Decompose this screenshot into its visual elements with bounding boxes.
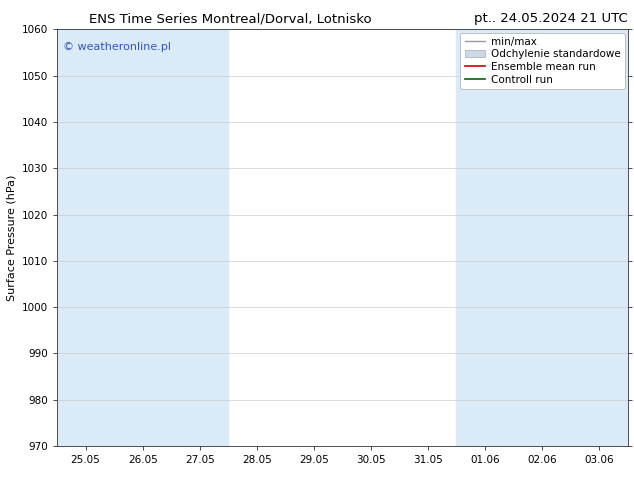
Text: ENS Time Series Montreal/Dorval, Lotnisko: ENS Time Series Montreal/Dorval, Lotnisk… bbox=[89, 12, 372, 25]
Bar bbox=[571, 29, 628, 446]
Bar bbox=[171, 29, 228, 446]
Bar bbox=[114, 29, 171, 446]
Bar bbox=[57, 29, 114, 446]
Legend: min/max, Odchylenie standardowe, Ensemble mean run, Controll run: min/max, Odchylenie standardowe, Ensembl… bbox=[460, 32, 624, 89]
Text: © weatheronline.pl: © weatheronline.pl bbox=[63, 42, 171, 52]
Bar bbox=[456, 29, 514, 446]
Bar bbox=[514, 29, 571, 446]
Text: pt.. 24.05.2024 21 UTC: pt.. 24.05.2024 21 UTC bbox=[474, 12, 628, 25]
Y-axis label: Surface Pressure (hPa): Surface Pressure (hPa) bbox=[6, 174, 16, 301]
